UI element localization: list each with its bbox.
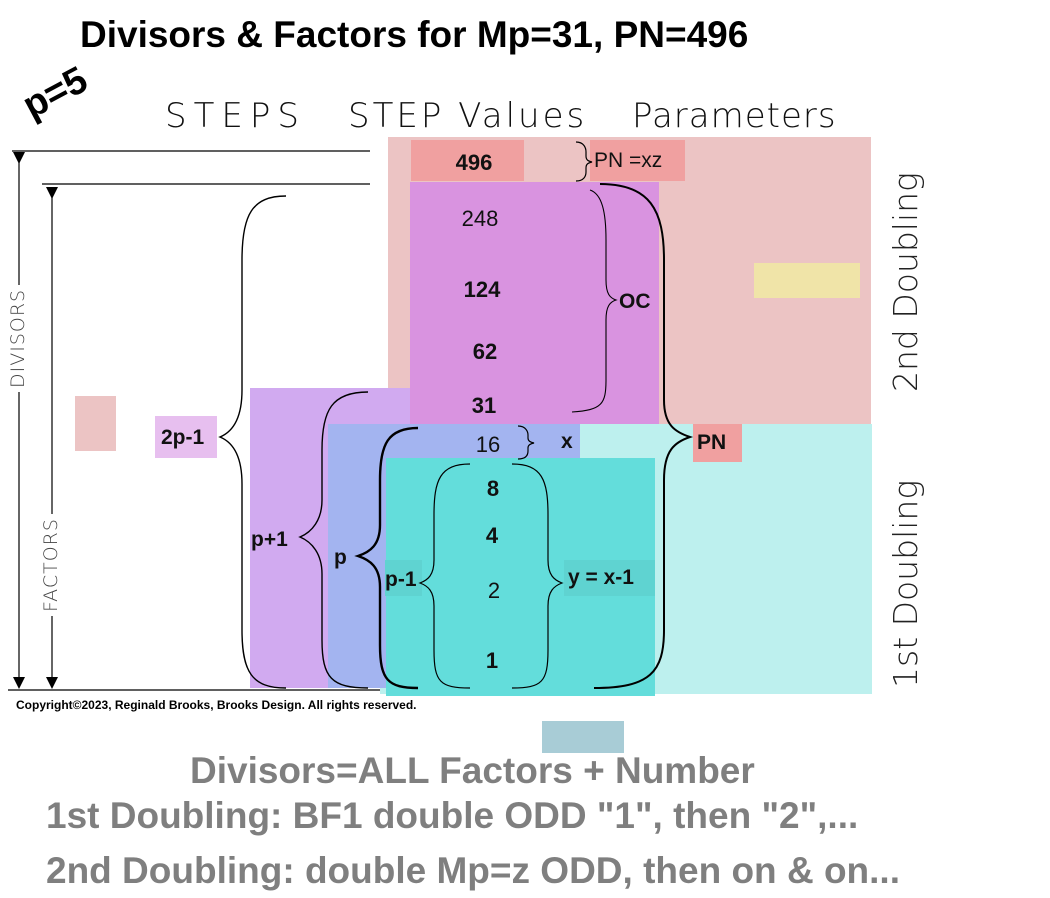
p-minus-1-label-box (385, 560, 422, 596)
pn-xz-brace (575, 141, 593, 182)
p-plus-1-label: p+1 (251, 528, 288, 551)
oc-brace (571, 189, 618, 413)
value-62: 62 (472, 339, 498, 364)
y-label: y = x-1 (568, 566, 634, 589)
pn-xz-label: PN =xz (594, 149, 663, 172)
second-doubling-label: 2nd Doubling (886, 172, 925, 392)
value-124: 124 (463, 277, 501, 302)
step-values-header: STEP Values (348, 96, 588, 136)
p-minus-1-label: p-1 (385, 568, 417, 591)
divisors-label: DIVISORS (7, 284, 29, 392)
footer-line-3: 2nd Doubling: double Mp=z ODD, then on &… (46, 850, 900, 891)
value-2: 2 (487, 578, 501, 603)
x-label-box (546, 424, 580, 459)
pn-brace (593, 183, 694, 689)
p-minus-1-brace (418, 463, 471, 689)
value-16: 16 (475, 432, 501, 457)
value-248: 248 (461, 206, 499, 231)
pn-label-box (693, 424, 742, 462)
first-doubling-label: 1st Doubling (886, 479, 925, 688)
p-plus-1-brace (298, 391, 369, 689)
two-p-minus-1-box (155, 416, 217, 458)
pn-value-box (411, 140, 524, 181)
steel-swatch (542, 721, 624, 753)
footer-line-2: 1st Doubling: BF1 double ODD "1", then "… (46, 795, 859, 836)
pn-label: PN (697, 431, 727, 454)
x-label: x (561, 430, 573, 453)
pink-swatch (75, 396, 116, 451)
value-4: 4 (485, 523, 499, 548)
pn-xz-box (590, 140, 685, 181)
p-brace (354, 426, 419, 690)
value-31: 31 (471, 393, 497, 418)
yellow-swatch (754, 263, 860, 298)
two-p-minus-1-brace (218, 195, 287, 689)
y-brace (511, 463, 564, 689)
value-496: 496 (455, 150, 493, 175)
p-label: p (334, 546, 347, 569)
x-brace (517, 425, 535, 460)
parameters-header: Parameters (632, 96, 837, 136)
value-8: 8 (486, 476, 500, 501)
footer-line-1: Divisors=ALL Factors + Number (190, 750, 755, 791)
oc-region (410, 182, 659, 424)
copyright-text: Copyright©2023, Reginald Brooks, Brooks … (16, 698, 417, 712)
oc-label: OC (619, 290, 651, 313)
two-p-minus-1-label: 2p-1 (161, 426, 205, 449)
steps-header: STEPS (165, 96, 306, 136)
factors-label: FACTORS (40, 514, 62, 616)
value-1: 1 (485, 648, 499, 673)
page-title: Divisors & Factors for Mp=31, PN=496 (80, 14, 749, 55)
y-label-box (564, 560, 655, 596)
